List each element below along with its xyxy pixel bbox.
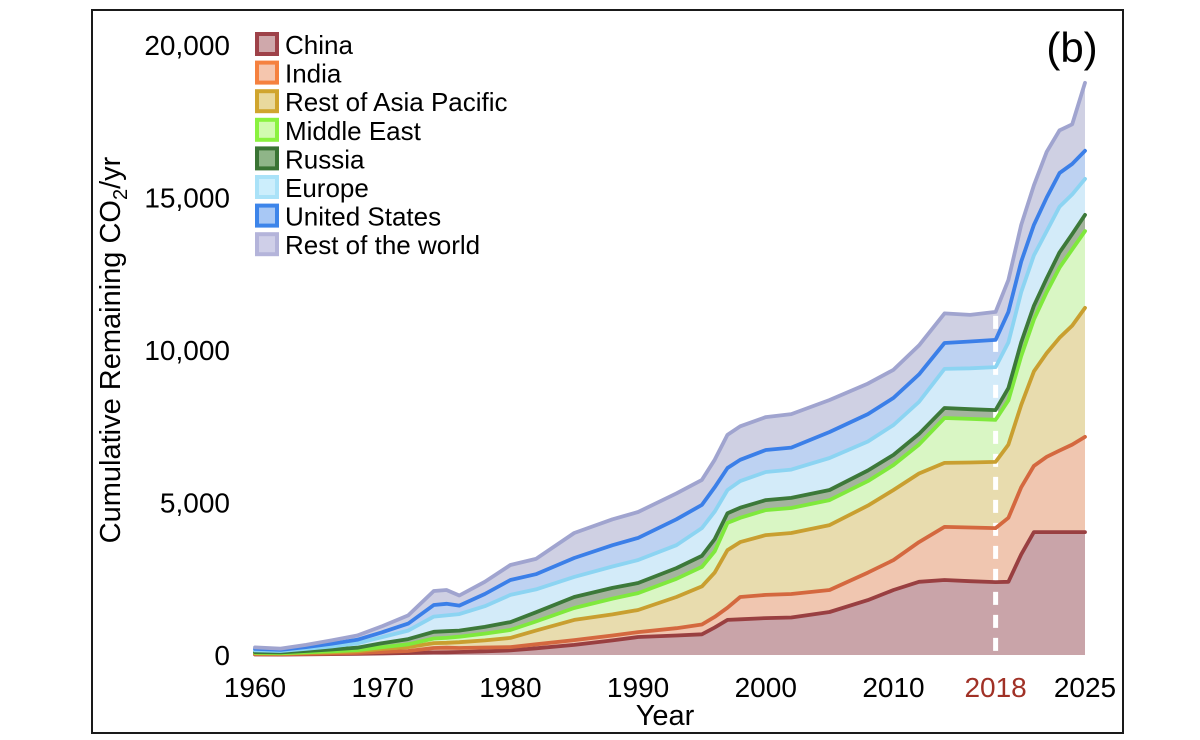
y-axis-label: Cumulative Remaining CO2/yr	[95, 156, 132, 543]
y-tick-label: 10,000	[144, 335, 230, 366]
y-tick-label: 20,000	[144, 30, 230, 61]
y-tick-label: 0	[214, 640, 230, 671]
line-europe	[253, 177, 1087, 653]
area-china	[255, 532, 1085, 655]
legend-swatch	[255, 175, 279, 199]
legend-label: United States	[285, 202, 441, 232]
area-rest-of-the-world	[255, 82, 1085, 650]
line-rest-of-the-world	[253, 80, 1087, 651]
legend-item-russia: Russia	[255, 144, 365, 174]
y-tick-label: 5,000	[160, 488, 230, 519]
figure-frame	[91, 9, 1124, 734]
y-tick-label: 15,000	[144, 183, 230, 214]
legend-label: Rest of Asia Pacific	[285, 87, 508, 117]
legend-label: Rest of the world	[285, 230, 480, 260]
x-tick-label-2010: 2010	[862, 672, 924, 703]
legend-item-rest-of-the-world: Rest of the world	[255, 230, 480, 260]
legend-item-india: India	[255, 59, 342, 89]
legend-item-united-states: United States	[255, 202, 441, 232]
legend-item-rest-of-asia-pacific: Rest of Asia Pacific	[255, 87, 508, 117]
x-axis-label: Year	[636, 700, 695, 732]
line-russia	[253, 213, 1087, 655]
legend-label: Middle East	[285, 116, 422, 146]
legend-swatch	[255, 60, 279, 85]
legend-item-middle-east: Middle East	[255, 116, 422, 146]
legend-swatch	[255, 203, 279, 228]
panel-label: (b)	[1046, 24, 1097, 71]
legend-label: Europe	[285, 173, 369, 203]
legend-label: Russia	[285, 144, 365, 174]
x-tick-label-2000: 2000	[735, 672, 797, 703]
x-tick-label-1970: 1970	[352, 672, 414, 703]
legend-swatch	[255, 32, 279, 56]
line-china	[253, 530, 1087, 657]
line-india	[253, 435, 1087, 657]
legend-label: China	[285, 30, 353, 60]
line-united-states	[253, 148, 1087, 652]
legend-item-europe: Europe	[255, 173, 369, 203]
legend-swatch	[255, 146, 279, 171]
x-tick-label-1960: 1960	[224, 672, 286, 703]
area-europe	[255, 178, 1085, 653]
legend-label: India	[285, 59, 342, 89]
x-tick-label-2018: 2018	[964, 672, 1026, 703]
line-middle-east	[253, 229, 1087, 656]
area-india	[255, 436, 1085, 655]
line-rest-of-asia-pacific	[253, 306, 1087, 656]
legend-swatch	[255, 232, 279, 257]
legend-swatch	[255, 117, 279, 142]
legend-item-china: China	[255, 30, 353, 60]
x-tick-label-1990: 1990	[607, 672, 669, 703]
x-tick-label-2025: 2025	[1054, 672, 1116, 703]
x-tick-label-1980: 1980	[479, 672, 541, 703]
legend-swatch	[255, 89, 279, 114]
